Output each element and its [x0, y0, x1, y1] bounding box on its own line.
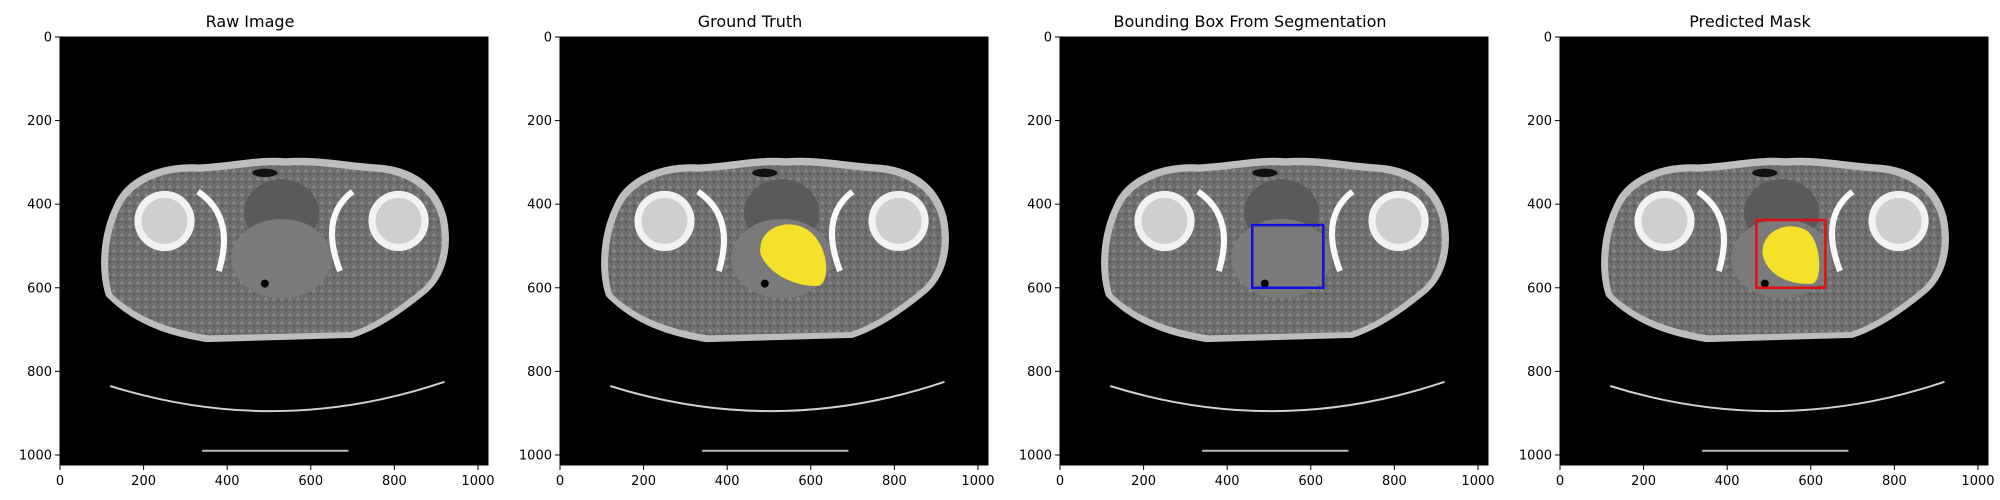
x-tick-label: 600 [298, 474, 323, 489]
x-tick-label: 200 [131, 474, 156, 489]
panel-predicted-mask: Predicted Mask 0 200 400 600 800 1000 0 200 400 6… [1500, 0, 2000, 500]
y-tick-label: 0 [1544, 31, 1552, 46]
left-ischium [196, 189, 227, 272]
segmentation-bounding-box [1251, 223, 1325, 290]
left-ischium [1696, 189, 1727, 272]
panel-title: Bounding Box From Segmentation [1113, 12, 1387, 31]
left-femoral-marrow [141, 197, 188, 244]
x-tick-label: 600 [1798, 474, 1823, 489]
y-tick-label: 1000 [519, 448, 552, 463]
air-pocket [1260, 279, 1269, 288]
x-tick-label: 800 [1382, 474, 1407, 489]
scanner-table-arc [1609, 380, 1945, 413]
panel-title: Predicted Mask [1689, 12, 1811, 31]
y-tick-label: 200 [1027, 114, 1052, 129]
scanner-table-arc [1109, 380, 1445, 413]
y-tick-label: 200 [1527, 114, 1552, 129]
right-femoral-marrow [375, 197, 422, 244]
left-femoral-marrow [1141, 197, 1188, 244]
right-femoral-marrow [1875, 197, 1922, 244]
bowel-gas [752, 168, 778, 178]
axes-frame [59, 36, 489, 466]
air-pocket [260, 279, 269, 288]
left-femoral-marrow [641, 197, 688, 244]
left-ischium [696, 189, 727, 272]
y-tick-label: 800 [527, 365, 552, 380]
y-tick-label: 200 [527, 114, 552, 129]
panel-title: Raw Image [205, 12, 295, 31]
y-tick-label: 400 [527, 198, 552, 213]
panel-ground-truth: Ground Truth 0 200 400 600 800 1000 0 200 400 600… [500, 0, 1000, 500]
y-tick-label: 800 [27, 365, 52, 380]
x-tick-label: 400 [715, 474, 740, 489]
x-tick-label: 800 [1882, 474, 1907, 489]
x-tick-label: 800 [382, 474, 407, 489]
x-tick-label: 200 [1631, 474, 1656, 489]
y-tick-label: 200 [27, 114, 52, 129]
x-tick-label: 1000 [461, 474, 494, 489]
axes-frame [1059, 36, 1489, 466]
x-tick-label: 1000 [961, 474, 994, 489]
x-tick-label: 400 [215, 474, 240, 489]
x-tick-label: 400 [1715, 474, 1740, 489]
air-pocket [760, 279, 769, 288]
y-tick-label: 600 [27, 281, 52, 296]
bowel-gas [1752, 168, 1778, 178]
y-tick-label: 1000 [1519, 448, 1552, 463]
panel-title: Ground Truth [697, 12, 803, 31]
bowel-gas [1252, 168, 1278, 178]
x-tick-label: 0 [1556, 474, 1564, 489]
pelvic-center [231, 218, 332, 299]
left-femoral-marrow [1641, 197, 1688, 244]
axes-frame [1559, 36, 1989, 466]
x-tick-label: 0 [556, 474, 564, 489]
scanner-table-arc [109, 380, 445, 413]
y-tick-label: 1000 [1019, 448, 1052, 463]
right-ischium [829, 189, 855, 273]
y-tick-label: 800 [1027, 365, 1052, 380]
right-ischium [1329, 189, 1355, 273]
x-tick-label: 600 [1298, 474, 1323, 489]
pelvic-center [1231, 218, 1332, 299]
y-tick-label: 400 [1527, 198, 1552, 213]
y-tick-label: 0 [44, 31, 52, 46]
x-tick-label: 0 [56, 474, 64, 489]
y-tick-label: 400 [1027, 198, 1052, 213]
bowel-gas [252, 168, 278, 178]
x-tick-label: 0 [1056, 474, 1064, 489]
y-tick-label: 600 [1527, 281, 1552, 296]
ct-image-plot: 0 200 400 600 800 1000 0 200 400 600 800 1000 [1519, 31, 1995, 490]
right-femoral-marrow [1375, 197, 1422, 244]
ct-image-plot: 0 200 400 600 800 1000 0 200 400 600 800 1000 [1019, 31, 1495, 490]
y-tick-label: 600 [527, 281, 552, 296]
y-tick-label: 0 [1044, 31, 1052, 46]
axes-frame [559, 36, 989, 466]
x-tick-label: 200 [1131, 474, 1156, 489]
ground-truth-mask [760, 224, 827, 286]
y-tick-label: 0 [544, 31, 552, 46]
air-pocket [1760, 279, 1769, 288]
ct-image-plot: 0 200 400 600 800 1000 0 200 400 600 800 1000 [519, 31, 995, 490]
scanner-table-arc [609, 380, 945, 413]
prediction-bounding-box [1755, 218, 1827, 290]
x-tick-label: 1000 [1961, 474, 1994, 489]
right-femoral-marrow [875, 197, 922, 244]
x-tick-label: 200 [631, 474, 656, 489]
x-tick-label: 1000 [1461, 474, 1494, 489]
y-tick-label: 400 [27, 198, 52, 213]
left-ischium [1196, 189, 1227, 272]
right-ischium [329, 189, 355, 273]
x-tick-label: 400 [1215, 474, 1240, 489]
y-tick-label: 600 [1027, 281, 1052, 296]
panel-raw-image: Raw Image 0 200 400 600 800 1000 0 200 400 600 800… [0, 0, 500, 500]
ct-image-plot: 0 200 400 600 800 1000 0 200 400 600 800 1000 [19, 31, 495, 490]
predicted-mask [1762, 226, 1820, 284]
y-tick-label: 1000 [19, 448, 52, 463]
right-ischium [1829, 189, 1855, 273]
x-tick-label: 600 [798, 474, 823, 489]
x-tick-label: 800 [882, 474, 907, 489]
panel-bounding-box: Bounding Box From Segmentation 0 200 400 60… [1000, 0, 1500, 500]
y-tick-label: 800 [1527, 365, 1552, 380]
